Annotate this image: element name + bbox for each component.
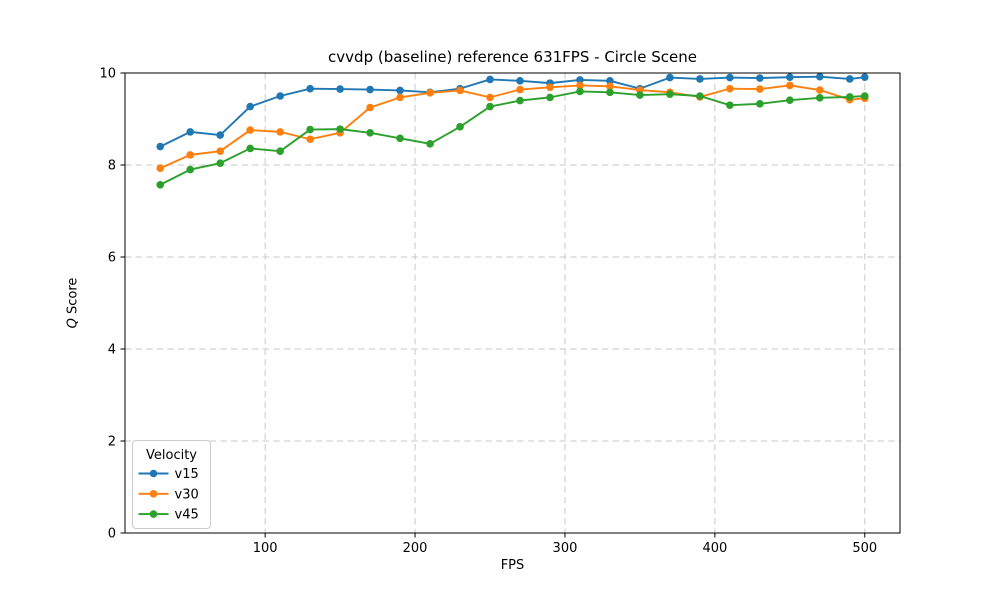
data-point-v15 [606, 77, 614, 85]
data-point-v45 [246, 144, 254, 153]
data-point-v45 [456, 123, 464, 131]
data-point-v45 [156, 180, 165, 189]
data-point-v45 [306, 125, 314, 134]
x-tick-label: 500 [852, 541, 877, 556]
legend-box [132, 440, 211, 529]
data-point-v15 [786, 73, 794, 81]
data-point-v45 [216, 159, 224, 167]
data-point-v45 [336, 125, 344, 133]
data-point-v45 [636, 91, 644, 99]
y-tick-label: 10 [99, 67, 116, 82]
data-point-v45 [860, 92, 869, 100]
data-point-v15 [845, 75, 854, 83]
data-point-v30 [186, 151, 195, 159]
data-point-v30 [456, 86, 464, 95]
data-point-v15 [336, 85, 344, 93]
data-point-v45 [786, 96, 794, 104]
y-axis-label: Q Score [65, 277, 81, 329]
legend-label-v45: v45 [175, 508, 199, 523]
y-tick-label: 6 [108, 251, 116, 266]
data-point-v15 [860, 73, 869, 81]
legend-sample-marker-v45 [149, 510, 158, 518]
data-point-v30 [276, 128, 284, 136]
data-point-v30 [606, 82, 614, 91]
data-point-v45 [726, 101, 734, 109]
legend-label-v15: v15 [175, 467, 199, 482]
data-point-v45 [696, 92, 704, 100]
data-point-v45 [816, 94, 824, 102]
data-point-v15 [396, 86, 404, 95]
data-point-v15 [186, 128, 195, 136]
y-tick-label: 2 [108, 435, 116, 450]
legend-title: Velocity [146, 448, 197, 463]
data-point-v30 [546, 83, 554, 92]
data-point-v45 [546, 93, 554, 102]
data-point-v15 [666, 73, 674, 82]
x-tick-label: 200 [403, 541, 428, 556]
data-point-v15 [576, 76, 584, 84]
plot-border [124, 72, 901, 534]
data-point-v30 [486, 93, 494, 102]
chart-title: cvvdp (baseline) reference 631FPS - Circ… [328, 48, 697, 66]
data-point-v30 [246, 126, 254, 134]
data-point-v30 [726, 84, 734, 93]
data-point-v30 [816, 86, 824, 94]
data-point-v45 [576, 87, 584, 96]
data-point-v15 [756, 74, 764, 82]
y-tick-label: 4 [108, 343, 116, 358]
data-point-v15 [726, 73, 734, 82]
legend-sample-marker-v30 [149, 490, 158, 498]
data-point-v30 [516, 85, 524, 94]
data-point-v45 [396, 134, 404, 143]
x-tick-label: 300 [553, 541, 578, 556]
data-point-v15 [816, 72, 824, 81]
legend-sample-marker-v15 [149, 469, 158, 478]
data-point-v45 [666, 90, 674, 98]
data-point-v45 [516, 96, 524, 105]
data-point-v15 [486, 75, 494, 84]
data-point-v45 [186, 165, 195, 174]
data-point-v30 [396, 93, 404, 102]
data-point-v45 [366, 129, 374, 137]
data-point-v30 [216, 147, 224, 155]
data-point-v30 [156, 164, 165, 173]
data-point-v15 [276, 92, 284, 100]
data-point-v30 [756, 85, 764, 93]
data-point-v30 [306, 135, 314, 144]
x-axis-label: FPS [500, 558, 525, 573]
data-point-v45 [486, 102, 494, 111]
data-point-v15 [246, 102, 254, 111]
data-point-v15 [696, 75, 704, 83]
x-tick-label: 100 [253, 541, 278, 556]
data-point-v45 [276, 147, 284, 155]
data-point-v30 [426, 88, 434, 97]
y-tick-label: 8 [108, 159, 116, 174]
data-point-v30 [576, 81, 584, 90]
legend-label-v30: v30 [175, 487, 199, 502]
data-point-v30 [786, 81, 794, 90]
data-point-v15 [366, 85, 374, 94]
legend: Velocity v15 v30 v45 [132, 440, 211, 529]
data-point-v45 [606, 88, 614, 97]
data-point-v15 [306, 84, 314, 93]
data-point-v15 [516, 77, 524, 85]
data-point-v30 [366, 103, 374, 112]
series-line-v30 [159, 84, 865, 170]
data-point-v45 [845, 93, 854, 101]
x-tick-label: 400 [702, 541, 727, 556]
y-tick-label: 0 [108, 527, 116, 542]
data-point-v15 [216, 131, 224, 139]
data-point-v15 [156, 142, 165, 151]
data-point-v45 [426, 140, 434, 148]
data-point-v45 [756, 100, 764, 108]
